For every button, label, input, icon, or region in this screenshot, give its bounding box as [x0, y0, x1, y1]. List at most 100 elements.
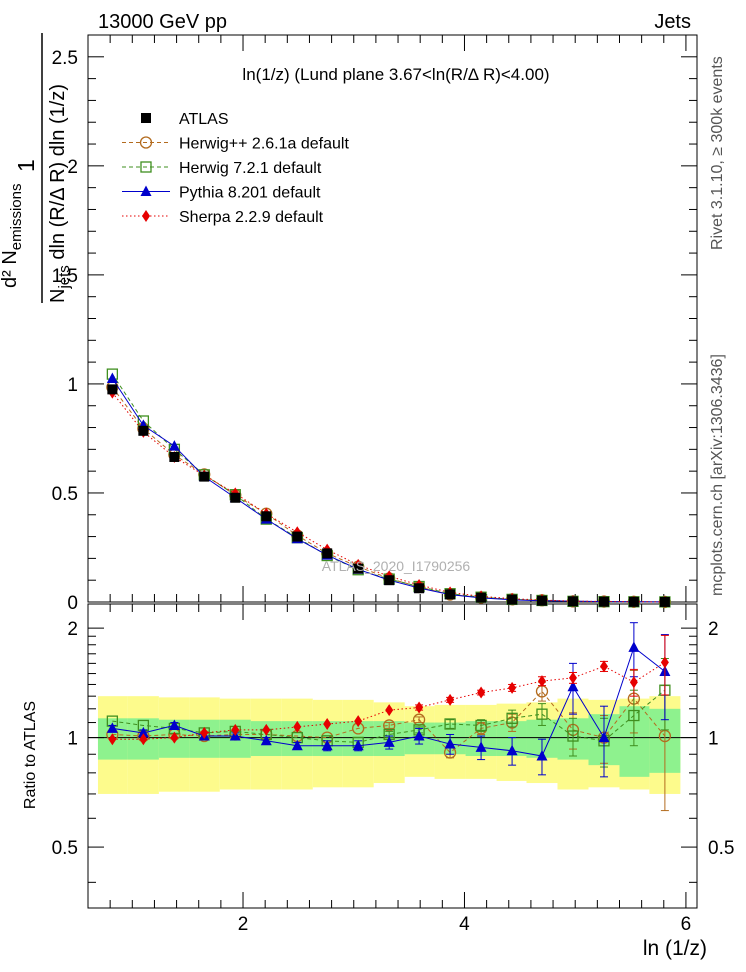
data-point	[168, 440, 180, 451]
y-label-bottom-sub: jets	[56, 265, 73, 289]
data-point	[507, 594, 518, 605]
ratio-point	[660, 656, 669, 669]
data-point	[659, 596, 670, 607]
header-left: 13000 GeV pp	[98, 11, 227, 33]
ratio-point	[628, 709, 640, 722]
side-label-mcplots: mcplots.cern.ch [arXiv:1306.3436]	[709, 354, 726, 596]
axis-ticks: 2 4 6 0 0.5 1 1.5 2 2.5 0.5 0.5 1 1 2 2	[52, 35, 734, 935]
ratio-point	[599, 660, 608, 673]
ratio-point	[413, 730, 425, 741]
legend-marker	[140, 185, 152, 196]
ratio-point	[658, 729, 672, 743]
y-tick-label-main: 0.5	[52, 484, 78, 505]
data-point	[536, 595, 547, 606]
legend-marker	[142, 210, 150, 222]
ratio-point	[536, 708, 548, 720]
y-tick-label-main: 1	[67, 375, 78, 396]
y-tick-label-ratio-right: 2	[708, 619, 719, 640]
data-point	[598, 596, 609, 607]
ratio-point	[536, 750, 548, 761]
y-tick-label-ratio-right: 1	[708, 729, 719, 750]
ratio-plot-frame	[87, 603, 698, 909]
ratio-point	[628, 641, 640, 652]
ratio-point	[139, 733, 148, 746]
legend: ATLAS Herwig++ 2.6.1a default Herwig 7.2.1…	[122, 111, 349, 226]
data-point	[567, 596, 578, 607]
plot-title: ln(1/z) (Lund plane 3.67<ln(R/Δ R)<4.00)	[242, 65, 549, 84]
y-tick-label-ratio-right: 0.5	[708, 838, 734, 859]
x-axis-label: ln (1/z)	[643, 937, 707, 960]
series-atlas	[107, 384, 670, 607]
ratio-point	[137, 726, 149, 738]
y-label-top: d² Nemissions	[0, 184, 25, 288]
ratio-point	[444, 718, 456, 730]
legend-label: Herwig 7.2.1 default	[179, 160, 322, 177]
y-label-bottom-rest: dln (R/Δ R) dln (1/z)	[47, 84, 69, 265]
ratio-point	[567, 730, 579, 742]
data-point	[628, 596, 639, 607]
x-tick-label: 4	[459, 914, 470, 935]
ratio-point	[508, 681, 517, 694]
x-tick-label: 6	[681, 914, 692, 935]
ratio-point	[262, 723, 271, 736]
ratio-point	[629, 676, 638, 689]
ratio-point	[506, 712, 518, 724]
y-label-bottom: Njets dln (R/Δ R) dln (1/z)	[47, 84, 73, 303]
ratio-point	[106, 722, 118, 733]
y-axis-label: 1 d² Nemissions Njets dln (R/Δ R) dln (1…	[0, 33, 73, 303]
data-point	[230, 492, 241, 503]
x-tick-label: 2	[238, 914, 249, 935]
legend-marker	[141, 113, 151, 123]
ratio-point	[168, 719, 180, 730]
ratio-point	[200, 726, 209, 739]
data-point	[261, 511, 272, 522]
ratio-point	[291, 739, 303, 751]
ratio-point	[354, 715, 363, 728]
watermark: ATLAS_2020_I1790256	[322, 558, 471, 574]
ratio-y-label: Ratio to ATLAS	[22, 701, 39, 809]
ratio-point	[260, 734, 272, 746]
y-tick-label-ratio: 0.5	[52, 838, 78, 859]
ratio-point	[446, 693, 455, 706]
ratio-point	[385, 704, 394, 717]
ratio-point	[323, 717, 332, 730]
data-point	[414, 583, 425, 594]
data-point	[353, 563, 364, 574]
ratio-point	[506, 744, 518, 756]
ratio-point	[444, 738, 456, 749]
y-label-bottom-n: N	[47, 289, 69, 303]
ratio-point	[568, 671, 577, 684]
y-label-top-main: d² N	[0, 250, 21, 288]
legend-marker	[139, 136, 153, 149]
ratio-point	[383, 736, 395, 747]
data-point	[445, 589, 456, 600]
ratio-point	[567, 680, 579, 692]
legend-label: ATLAS	[179, 111, 229, 128]
ratio-point	[231, 723, 240, 736]
ratio-point	[321, 739, 333, 751]
data-point	[292, 531, 303, 542]
ratio-point	[475, 741, 487, 752]
y-tick-label-ratio: 1	[67, 729, 78, 750]
data-point	[322, 548, 333, 559]
data-point	[138, 425, 149, 436]
data-point	[476, 592, 487, 603]
data-point	[107, 384, 118, 395]
ratio-point	[475, 719, 487, 732]
legend-label: Pythia 8.201 default	[179, 185, 321, 202]
band-stat-bin	[619, 706, 650, 777]
legend-label: Herwig++ 2.6.1a default	[179, 136, 349, 153]
legend-marker	[140, 161, 152, 173]
legend-label: Sherpa 2.2.9 default	[179, 209, 324, 226]
ratio-point	[477, 686, 486, 699]
ratio-point	[598, 731, 610, 743]
data-point	[384, 575, 395, 586]
header-right: Jets	[654, 11, 691, 33]
y-tick-label-main: 0	[67, 593, 78, 614]
data-point	[106, 372, 118, 383]
ratio-point	[415, 701, 424, 714]
ratio-point	[108, 733, 117, 746]
ratio-point	[293, 720, 302, 733]
y-tick-label-ratio: 2	[67, 619, 78, 640]
